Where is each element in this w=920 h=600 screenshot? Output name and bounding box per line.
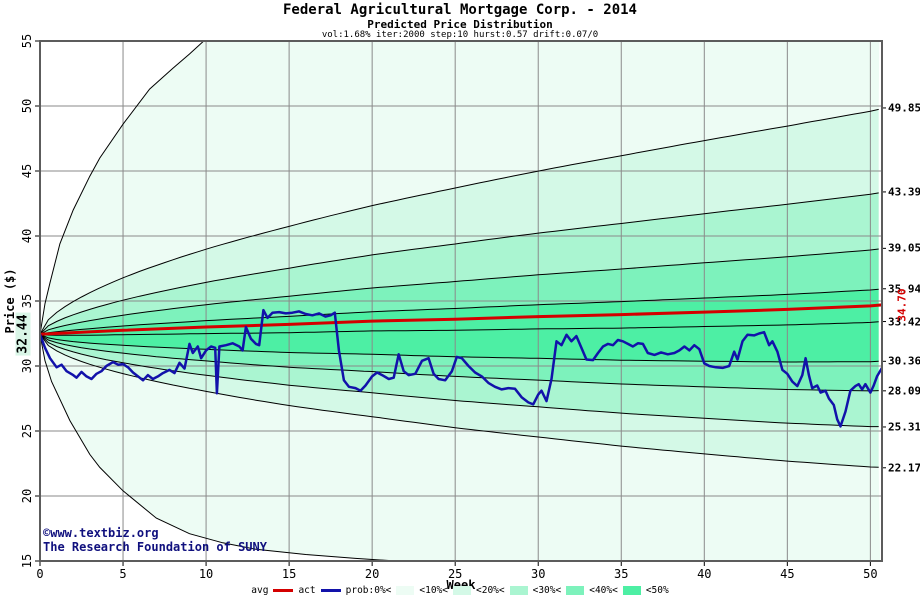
fan-curves — [40, 41, 879, 561]
x-tick-label: 15 — [281, 567, 297, 581]
right-value-label: 35.94 — [888, 282, 920, 296]
probability-bands — [40, 41, 881, 561]
right-value-label: 33.42 — [888, 315, 920, 329]
y-tick-label: 55 — [20, 33, 34, 49]
simulation-params: vol:1.68% iter:2000 step:10 hurst:0.57 d… — [321, 30, 599, 40]
legend-label: <50% — [645, 585, 669, 596]
watermark-org: The Research Foundation of SUNY — [43, 540, 267, 554]
legend-label: act — [298, 585, 316, 596]
y-tick-label: 20 — [20, 488, 34, 504]
legend-swatch — [622, 586, 641, 595]
grid-lines — [39, 40, 882, 562]
y-tick-label: 45 — [20, 163, 34, 179]
x-tick-label: 25 — [447, 567, 463, 581]
x-tick-label: 40 — [697, 567, 712, 581]
legend-line-sample — [273, 589, 294, 592]
right-value-label: 28.09 — [888, 384, 920, 398]
x-tick-label: 45 — [780, 567, 795, 581]
right-value-label: 30.36 — [888, 354, 920, 368]
x-tick-label: 50 — [863, 567, 878, 581]
act-line — [40, 308, 882, 428]
right-value-label: 25.31 — [888, 420, 920, 434]
right-value-label: 49.85 — [888, 101, 920, 115]
legend-swatch — [396, 586, 415, 595]
avg-line — [40, 303, 882, 336]
start-price-label: 32.44 — [15, 312, 31, 356]
y-tick-label: 30 — [20, 358, 34, 374]
legend-line-sample — [320, 589, 341, 592]
x-tick-label: 10 — [198, 567, 214, 581]
right-value-label: 39.05 — [888, 241, 920, 255]
y-tick-label: 50 — [20, 98, 34, 114]
x-tick-label: 35 — [614, 567, 629, 581]
y-tick-label: 25 — [20, 423, 34, 439]
x-tick-label: 30 — [530, 567, 546, 581]
legend-label: avg — [251, 585, 269, 596]
x-tick-label: 20 — [364, 567, 380, 581]
watermark-url: ©www.textbiz.org — [43, 526, 159, 540]
right-value-label: 43.39 — [888, 185, 920, 199]
x-tick-label: 5 — [119, 567, 127, 581]
legend-swatch — [566, 586, 585, 595]
legend-label: <20%< — [476, 585, 505, 596]
y-tick-label: 35 — [20, 293, 34, 309]
right-value-label: 22.17 — [888, 461, 920, 475]
legend-label: <10%< — [419, 585, 448, 596]
legend: avg act prob:0%< <10%< <20%< <30%< <40%< <50% — [0, 585, 920, 596]
page-title: Federal Agricultural Mortgage Corp. - 20… — [282, 2, 637, 18]
avg-end-price-label: 34.70 — [895, 288, 909, 322]
legend-swatch — [509, 586, 528, 595]
page-subtitle: Predicted Price Distribution — [367, 18, 553, 31]
legend-label: <30%< — [532, 585, 562, 596]
legend-swatch — [453, 586, 471, 595]
y-tick-label: 15 — [20, 553, 34, 569]
y-tick-label: 40 — [20, 228, 34, 244]
legend-label: <40%< — [589, 585, 618, 596]
legend-label: prob:0%< — [345, 585, 392, 596]
plot-frame — [39, 40, 883, 562]
x-tick-label: 0 — [36, 567, 44, 581]
